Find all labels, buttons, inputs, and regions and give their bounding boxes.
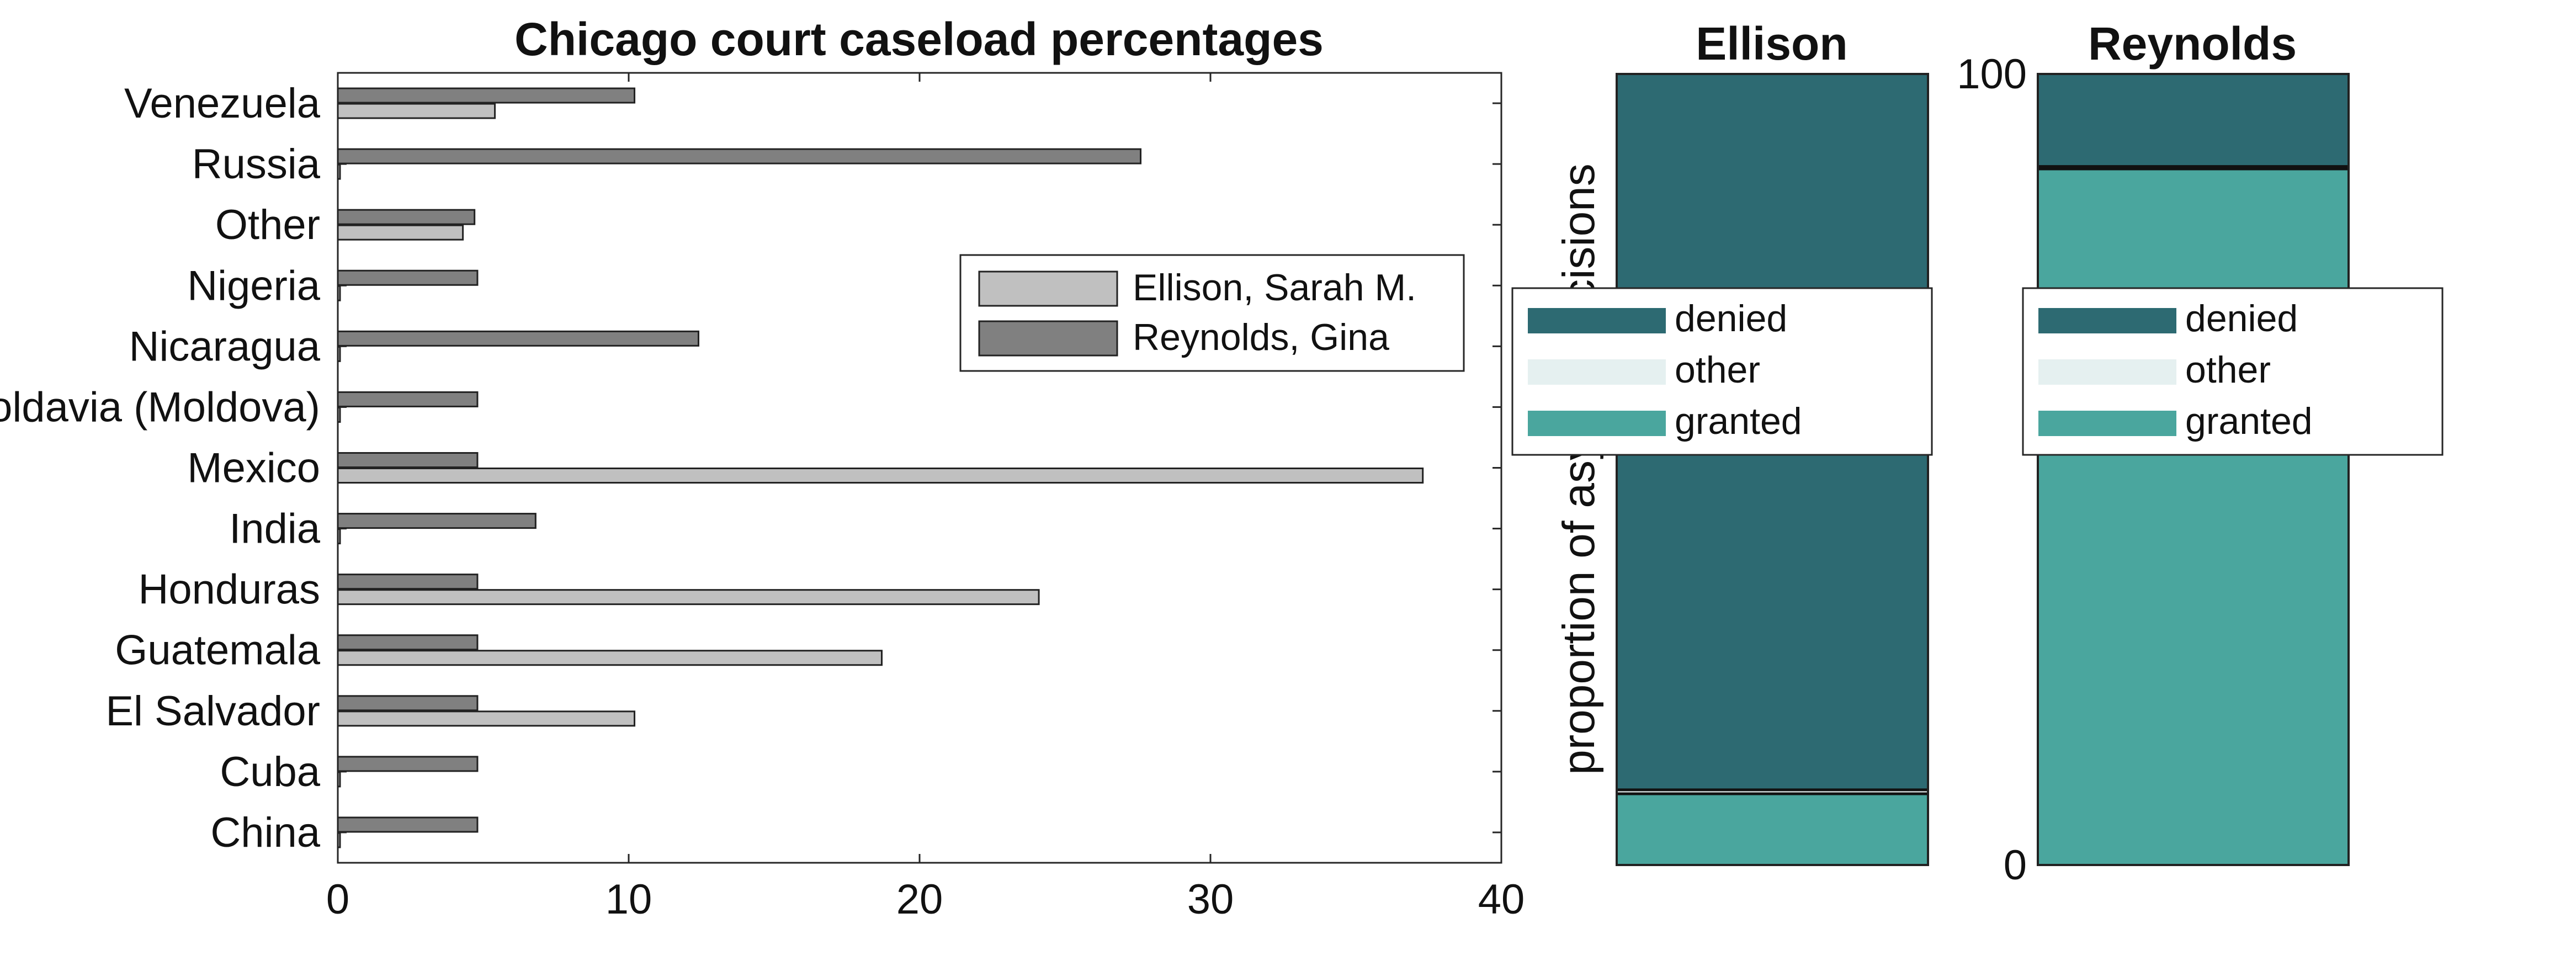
legend-label: other	[1675, 349, 1760, 391]
y-tick-label: Moldavia (Moldova)	[0, 384, 320, 431]
bar-ellison	[337, 406, 341, 423]
bar-reynolds	[337, 452, 479, 468]
legend-swatch	[2038, 411, 2176, 436]
bar-reynolds	[337, 391, 479, 407]
caseload-bar-chart: Chicago court caseload percentages 0 10 20…	[0, 13, 1525, 923]
legend-swatch	[1528, 359, 1666, 385]
bar-reynolds	[337, 87, 636, 104]
segment-other	[1617, 789, 1928, 794]
y-tick-label: India	[229, 506, 321, 553]
bar-ellison	[337, 163, 341, 180]
bar-reynolds	[337, 269, 479, 286]
bar-ellison	[337, 468, 1424, 484]
bar-reynolds	[337, 756, 479, 772]
bar-reynolds	[337, 634, 479, 651]
legend-swatch	[1528, 308, 1666, 333]
bar-ellison	[337, 528, 341, 545]
bar-ellison	[337, 285, 341, 301]
y-tick-label: El Salvador	[105, 688, 320, 735]
y-tick-label: 100	[1957, 51, 2027, 98]
bar-ellison	[337, 832, 341, 848]
legend-swatch	[2038, 308, 2176, 333]
legend-swatch	[2038, 359, 2176, 385]
y-tick-label: 0	[2004, 842, 2027, 889]
bar-frame	[1616, 73, 1929, 866]
legend-label: granted	[2185, 400, 2313, 442]
y-axis-label: proportion of asylum decisions	[1554, 163, 1604, 775]
chart-title: Chicago court caseload percentages	[514, 13, 1324, 65]
legend-label: Ellison, Sarah M.	[1133, 267, 1416, 309]
bar-reynolds	[337, 513, 537, 529]
segment-granted	[2038, 168, 2349, 866]
y-tick-label: Nigeria	[187, 262, 320, 309]
legend-label: other	[2185, 349, 2271, 391]
x-tick-label: 0	[326, 876, 349, 923]
bar-reynolds	[337, 695, 479, 712]
reynolds-title: Reynolds	[2088, 18, 2297, 70]
legend-swatch	[978, 270, 1118, 307]
y-tick-label: Venezuela	[124, 80, 321, 127]
y-tick-label: Guatemala	[115, 627, 320, 674]
legend-swatch	[978, 320, 1118, 357]
segment-denied	[2038, 74, 2349, 167]
bar-ellison	[337, 650, 883, 666]
y-tick-label: Mexico	[187, 445, 320, 492]
segment-granted	[1617, 794, 1928, 865]
bar-ellison	[337, 710, 636, 727]
ellison-title: Ellison	[1696, 18, 1847, 70]
x-tick-label: 10	[606, 876, 652, 923]
reynolds-stacked-bar: Reynolds 0 100 denied other granted	[1957, 18, 2444, 889]
y-tick-label: Cuba	[220, 749, 320, 795]
y-tick-label: China	[210, 809, 320, 856]
bar-ellison	[337, 771, 341, 788]
y-tick-label: Other	[215, 201, 320, 248]
bar-reynolds	[337, 209, 476, 225]
bar-frame	[2037, 73, 2350, 866]
legend-label: Reynolds, Gina	[1133, 316, 1389, 358]
bar-ellison	[337, 224, 464, 241]
ellison-stacked-bar: Ellison proportion of asylum decisions d…	[1511, 18, 1933, 866]
x-tick-label: 40	[1478, 876, 1525, 923]
y-tick-label: Russia	[192, 141, 321, 188]
bar-reynolds	[337, 574, 479, 590]
bar-ellison	[337, 589, 1040, 606]
legend-swatch	[1528, 411, 1666, 436]
x-tick-label: 30	[1187, 876, 1234, 923]
bar-reynolds	[337, 148, 1142, 164]
y-tick-label: Nicaragua	[129, 323, 321, 370]
y-tick-label: Honduras	[138, 566, 320, 613]
x-tick-label: 20	[896, 876, 943, 923]
legend-label: granted	[1675, 400, 1802, 442]
bar-ellison	[337, 346, 341, 362]
bar-reynolds	[337, 816, 479, 833]
bar-reynolds	[337, 330, 699, 347]
bar-ellison	[337, 103, 496, 119]
legend-label: denied	[1675, 298, 1787, 339]
legend-label: denied	[2185, 298, 2298, 339]
